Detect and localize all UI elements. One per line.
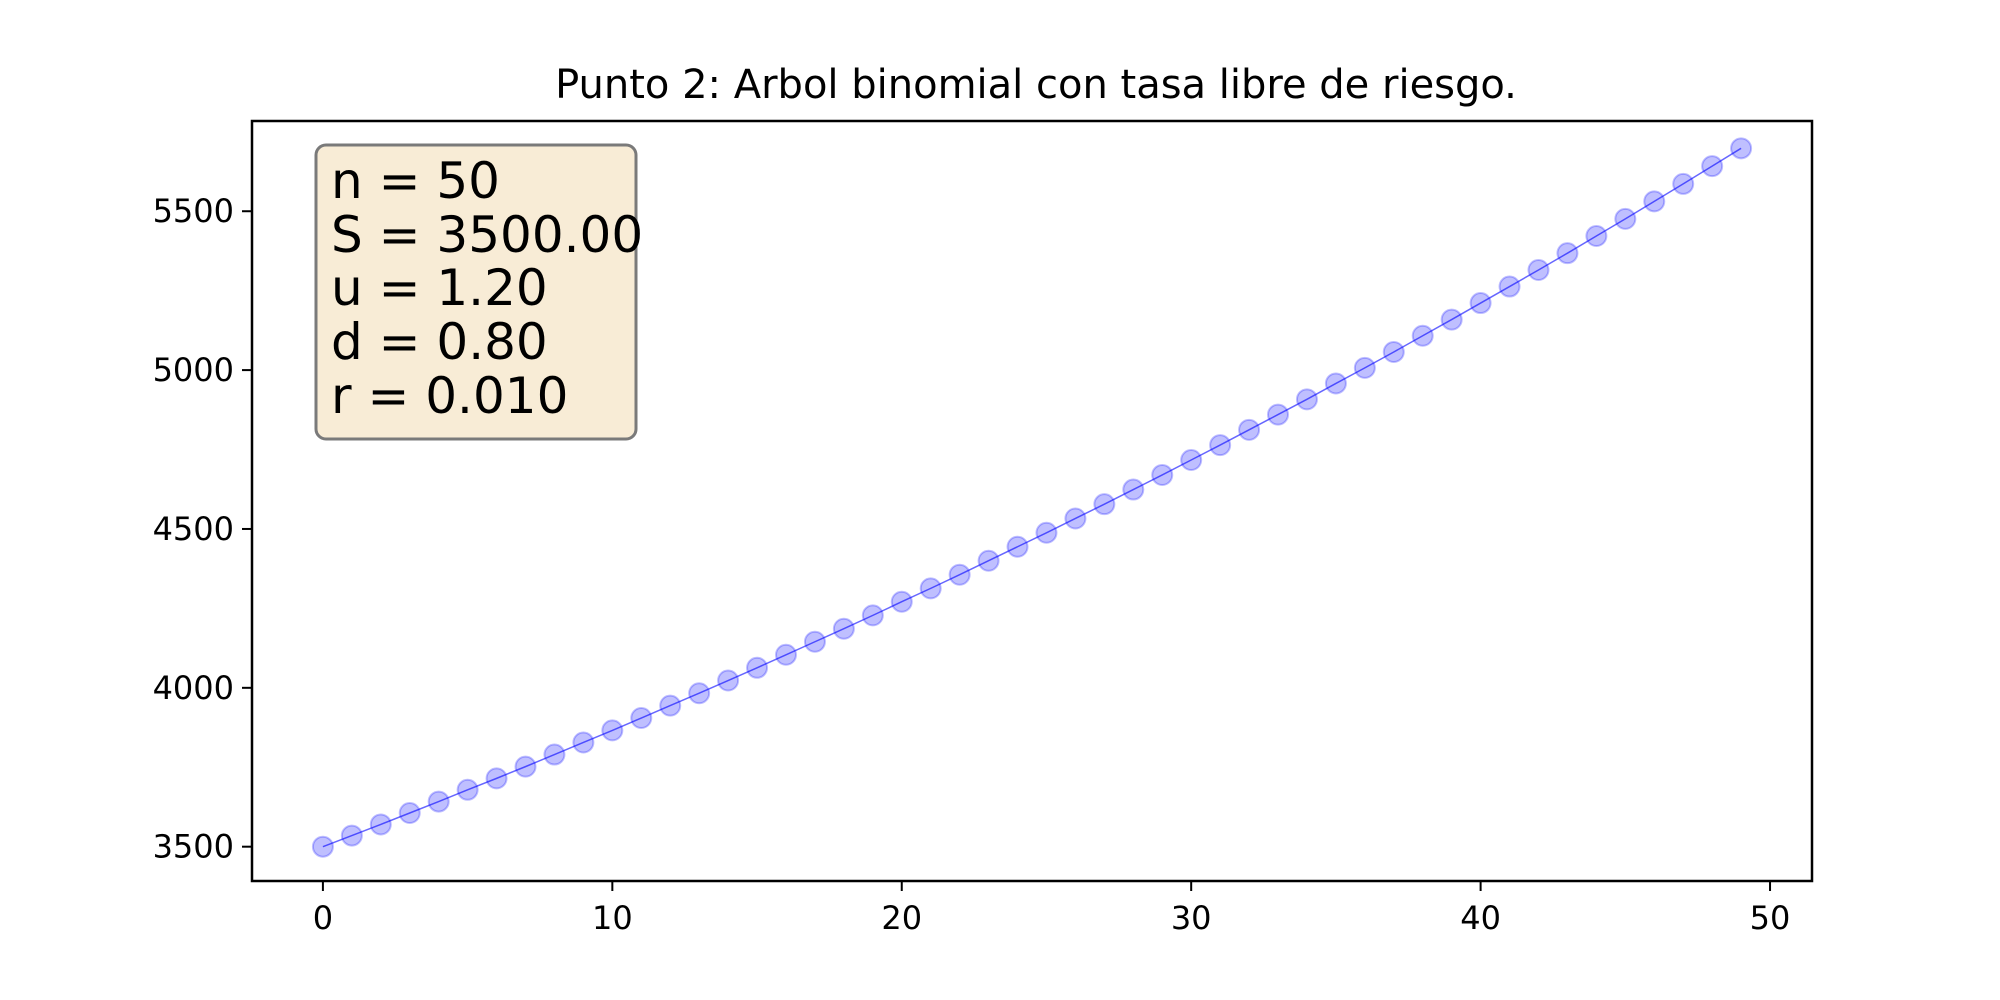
data-point (340, 824, 363, 847)
y-tick-label: 5000 (153, 351, 234, 389)
data-point (1006, 535, 1029, 558)
x-tick-label: 10 (592, 899, 633, 937)
y-tick-label: 4500 (153, 510, 234, 548)
y-tick-label: 5500 (153, 192, 234, 230)
data-point (543, 743, 566, 766)
data-point (832, 617, 855, 640)
data-point (659, 694, 682, 717)
data-point (919, 577, 942, 600)
data-point (572, 731, 595, 754)
axes-frame (250, 119, 1814, 883)
y-axis: 3500 4000 4500 5000 5500 (153, 192, 252, 866)
plot-area (311, 137, 1753, 858)
parameter-d: d = 0.80 (331, 313, 548, 371)
parameter-box: n = 50 S = 3500.00 u = 1.20 d = 0.80 r =… (314, 143, 643, 441)
data-point (1527, 259, 1550, 282)
data-point (601, 719, 624, 742)
data-point (1122, 478, 1145, 501)
data-point (1469, 292, 1492, 315)
data-point (1295, 388, 1318, 411)
data-point (1643, 190, 1666, 213)
data-point (1093, 493, 1116, 516)
data-point (311, 835, 334, 858)
data-point (369, 813, 392, 836)
data-point (890, 590, 913, 613)
data-point (1353, 356, 1376, 379)
x-tick-label: 50 (1750, 899, 1791, 937)
y-tick-label: 3500 (153, 828, 234, 866)
data-point (1585, 225, 1608, 248)
data-point (456, 778, 479, 801)
data-point (485, 767, 508, 790)
parameter-u: u = 1.20 (331, 259, 548, 317)
data-point (861, 604, 884, 627)
data-point (717, 669, 740, 692)
data-point (398, 802, 421, 825)
data-point (1382, 340, 1405, 363)
data-point (1238, 418, 1261, 441)
data-point (1411, 324, 1434, 347)
data-point (1151, 463, 1174, 486)
data-point (1180, 449, 1203, 472)
data-point (1556, 242, 1579, 265)
parameter-s: S = 3500.00 (331, 206, 643, 264)
data-point (746, 656, 769, 679)
parameter-r: r = 0.010 (331, 367, 568, 425)
data-point (1324, 372, 1347, 395)
data-point (948, 563, 971, 586)
data-point (977, 549, 1000, 572)
x-tick-label: 20 (881, 899, 922, 937)
data-point (1701, 155, 1724, 178)
data-point (1730, 137, 1753, 160)
data-point (1209, 434, 1232, 457)
data-point (1064, 507, 1087, 530)
y-tick-label: 4000 (153, 669, 234, 707)
data-point (1440, 308, 1463, 331)
x-tick-label: 30 (1171, 899, 1212, 937)
parameter-box-background (314, 143, 638, 441)
x-axis: 0 10 20 30 40 50 (313, 881, 1791, 937)
data-point (1672, 172, 1695, 195)
data-point (774, 643, 797, 666)
data-point (427, 790, 450, 813)
data-point (1498, 275, 1521, 298)
data-point (688, 682, 711, 705)
data-point (1035, 521, 1058, 544)
data-point (514, 755, 537, 778)
data-point (1614, 207, 1637, 230)
parameter-n: n = 50 (331, 152, 500, 210)
x-tick-label: 40 (1460, 899, 1501, 937)
data-point (803, 630, 826, 653)
data-point (630, 707, 653, 730)
series-line (322, 147, 1742, 848)
chart-title: Punto 2: Arbol binomial con tasa libre d… (555, 62, 1517, 108)
x-tick-label: 0 (313, 899, 333, 937)
data-point (1267, 403, 1290, 426)
